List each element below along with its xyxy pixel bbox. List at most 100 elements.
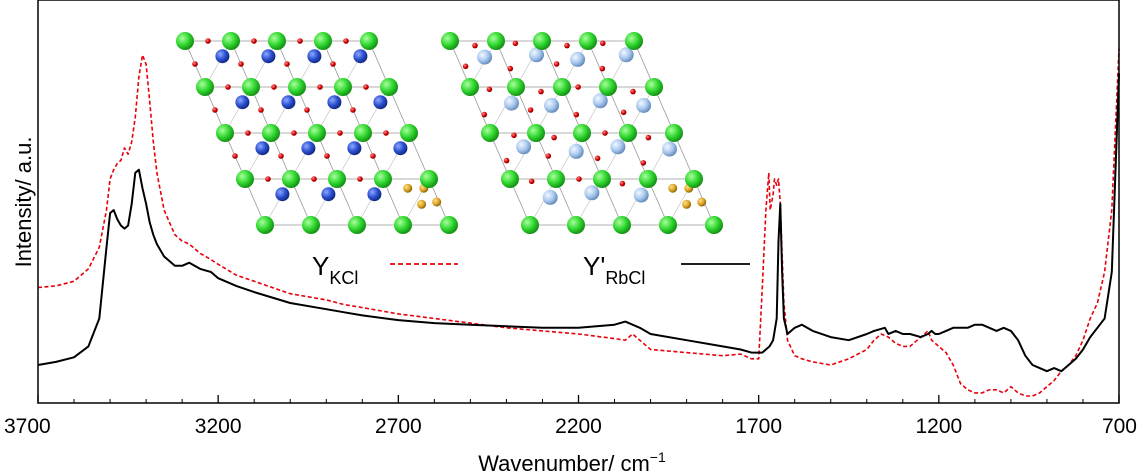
chlorine-atom (567, 216, 585, 234)
chlorine-atom (593, 170, 611, 188)
chlorine-atom (360, 32, 378, 50)
chlorine-atom (527, 124, 545, 142)
chlorine-atom (334, 78, 352, 96)
oxygen-atom (594, 155, 601, 162)
potassium-atom (393, 141, 408, 156)
rubidium-atom (662, 141, 677, 157)
oxygen-atom (383, 130, 389, 136)
chlorine-atom (705, 216, 723, 234)
chlorine-atom (533, 32, 551, 50)
potassium-atom (321, 187, 336, 202)
yttrium-atom (403, 183, 413, 193)
oxygen-atom (481, 111, 488, 118)
potassium-atom (307, 49, 322, 64)
oxygen-atom (232, 153, 238, 159)
rubidium-atom (516, 139, 532, 155)
oxygen-atom (619, 180, 626, 187)
oxygen-atom (297, 38, 303, 44)
chlorine-atom (222, 32, 240, 50)
chlorine-atom (613, 216, 631, 234)
oxygen-atom (630, 88, 636, 95)
oxygen-atom (337, 130, 343, 136)
oxygen-atom (324, 153, 330, 159)
chlorine-atom (196, 78, 214, 96)
chlorine-atom (573, 124, 591, 142)
chlorine-atom (394, 216, 412, 234)
chlorine-atom (645, 78, 663, 96)
chlorine-atom (487, 32, 505, 50)
oxygen-atom (265, 176, 271, 182)
potassium-atom (367, 187, 382, 202)
oxygen-atom (575, 84, 581, 90)
chlorine-atom (374, 170, 392, 188)
oxygen-atom (640, 160, 647, 166)
rubidium-atom (544, 97, 560, 113)
x-tick-label: 3700 (4, 415, 51, 438)
oxygen-atom (304, 107, 310, 113)
rubidium-atom (570, 51, 586, 67)
x-tick-label: 3200 (195, 415, 242, 438)
rubidium-atom (636, 97, 652, 113)
oxygen-atom (212, 107, 218, 113)
rubidium-atom (504, 95, 519, 111)
x-tick-label: 1200 (915, 415, 962, 438)
oxygen-atom (330, 61, 336, 67)
potassium-atom (353, 49, 368, 64)
oxygen-atom (564, 42, 570, 49)
chlorine-atom (481, 124, 499, 142)
rubidium-atom (477, 49, 493, 65)
oxygen-atom (573, 111, 580, 118)
y-axis-title: Intensity/ a.u. (11, 137, 36, 268)
chlorine-atom (328, 170, 346, 188)
potassium-atom (301, 141, 316, 156)
oxygen-atom (225, 84, 231, 90)
chlorine-atom (354, 124, 372, 142)
chlorine-atom (420, 170, 438, 188)
chlorine-atom (639, 170, 657, 188)
chlorine-atom (501, 170, 519, 188)
chlorine-atom (659, 216, 677, 234)
oxygen-atom (512, 40, 519, 47)
chlorine-atom (440, 216, 458, 234)
oxygen-atom (350, 107, 356, 113)
potassium-atom (373, 95, 388, 110)
chlorine-atom (599, 78, 617, 96)
chlorine-atom (380, 78, 398, 96)
rubidium-atom (633, 187, 649, 203)
potassium-atom (327, 95, 342, 110)
oxygen-atom (620, 109, 627, 116)
crystal-structure-kcl (176, 32, 458, 234)
potassium-atom (275, 187, 290, 202)
oxygen-atom (538, 88, 544, 95)
oxygen-atom (271, 84, 277, 90)
chlorine-atom (579, 32, 597, 50)
oxygen-atom (486, 86, 493, 93)
rubidium-atom (542, 189, 558, 205)
yttrium-atom (682, 199, 692, 209)
oxygen-atom (343, 38, 349, 44)
oxygen-atom (370, 153, 376, 159)
potassium-atom (255, 141, 270, 156)
chlorine-atom (262, 124, 280, 142)
oxygen-atom (245, 130, 251, 136)
oxygen-atom (602, 130, 608, 136)
oxygen-atom (278, 153, 284, 159)
chlorine-atom (176, 32, 194, 50)
rubidium-atom (618, 47, 634, 63)
yttrium-atom (697, 197, 707, 207)
x-axis-title: Wavenumber/ cm−1 (478, 449, 666, 475)
oxygen-atom (284, 61, 290, 67)
x-axis: 3700 3200 2700 2200 1700 1200 700 (4, 395, 1137, 438)
chlorine-atom (547, 170, 565, 188)
chlorine-atom (302, 216, 320, 234)
rubidium-atom (568, 143, 584, 159)
chlorine-atom (236, 170, 254, 188)
oxygen-atom (507, 65, 514, 72)
chlorine-atom (553, 78, 571, 96)
chlorine-atom (521, 216, 539, 234)
series-line-kcl (37, 48, 1120, 397)
x-tick-label: 1700 (735, 415, 782, 438)
oxygen-atom (576, 176, 582, 182)
oxygen-atom (553, 61, 560, 67)
